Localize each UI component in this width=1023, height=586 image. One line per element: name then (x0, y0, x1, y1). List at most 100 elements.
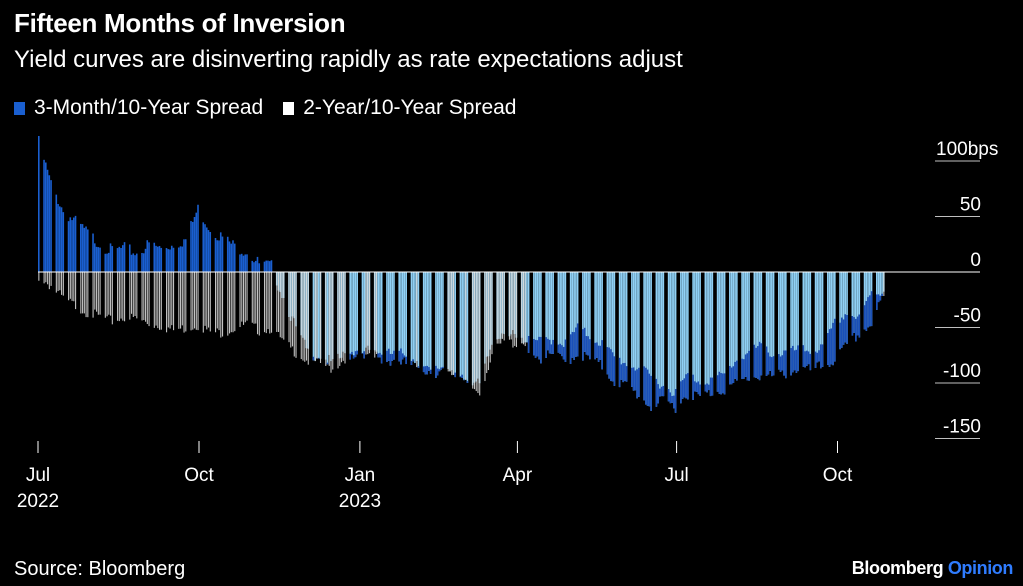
y-tick-label: 0 (970, 250, 981, 271)
bar-3m10y (438, 272, 441, 372)
bar-3m10y-deep (722, 373, 724, 394)
bar-3m10y (681, 272, 684, 399)
bar-3m10y (709, 272, 712, 397)
bar-3m10y-deep (562, 346, 565, 360)
bar-2y10y (99, 272, 101, 315)
bar-2y10y (465, 272, 467, 380)
bar-3m10y (380, 272, 383, 364)
bar-2y10y (80, 272, 82, 314)
bar-3m10y-deep (466, 381, 469, 383)
bar-3m10y-deep (783, 350, 785, 376)
bar-2y10y (340, 272, 343, 363)
bar-3m10y (772, 272, 775, 376)
bar-3m10y (221, 236, 224, 272)
bar-3m10y-deep (417, 366, 420, 368)
bar-3m10y-deep (461, 374, 463, 378)
bar-3m10y (363, 272, 365, 359)
bar-3m10y-deep (622, 363, 624, 383)
bar-3m10y (254, 260, 257, 272)
bar-3m10y (99, 247, 101, 272)
bar-3m10y (673, 272, 675, 409)
bar-3m10y (191, 221, 194, 272)
bar-3m10y-deep (582, 329, 584, 361)
bar-3m10y (526, 272, 528, 343)
bar-2y10y (194, 272, 196, 329)
brand-logo: Bloomberg Opinion (852, 558, 1014, 579)
bar-3m10y-deep (730, 367, 733, 385)
bar-3m10y (43, 159, 45, 272)
bar-3m10y-deep (646, 369, 649, 406)
bar-2y10y (241, 272, 243, 322)
bar-3m10y-deep (599, 345, 602, 360)
bar-3m10y (758, 272, 761, 381)
bar-2y10y (491, 272, 493, 355)
bar-2y10y (512, 272, 514, 348)
bar-3m10y-deep (533, 339, 535, 356)
bar-3m10y-deep (361, 352, 364, 354)
bar-3m10y (193, 217, 196, 272)
bar-3m10y-deep (583, 327, 586, 352)
bar-2y10y (267, 272, 269, 330)
bar-3m10y (55, 194, 58, 272)
bar-2y10y (96, 272, 98, 312)
bar-3m10y-deep (620, 364, 623, 380)
bar-3m10y (624, 272, 626, 382)
bar-3m10y-deep (807, 351, 810, 365)
bar-3m10y (830, 272, 833, 365)
bar-2y10y (290, 272, 292, 348)
bar-2y10y (157, 272, 159, 329)
bar-2y10y (120, 272, 122, 319)
bar-3m10y-deep (389, 353, 392, 366)
bar-3m10y (170, 245, 173, 272)
x-axis-ticks: Jul 2022 Oct Jan 2023 Apr Jul Oct (17, 441, 853, 512)
bar-3m10y-deep (312, 356, 315, 361)
bar-3m10y (832, 272, 834, 366)
bar-3m10y (576, 272, 579, 357)
bar-3m10y-deep (779, 356, 782, 372)
bar-3m10y (718, 272, 721, 394)
bar-3m10y-deep (557, 344, 560, 353)
bar-3m10y (226, 236, 229, 272)
bar-2y10y (342, 272, 344, 361)
bar-3m10y-deep (743, 359, 745, 379)
bar-3m10y (141, 252, 143, 272)
bar-3m10y-deep (720, 372, 722, 395)
bar-3m10y-deep (379, 352, 381, 358)
bar-2y10y (477, 272, 479, 394)
bar-2y10y (522, 272, 525, 345)
bar-3m10y (426, 272, 428, 375)
bar-3m10y-deep (645, 367, 647, 405)
bar-2y10y (48, 272, 50, 290)
bar-3m10y-deep (695, 382, 698, 392)
bar-3m10y-deep (650, 375, 652, 411)
bar-2y10y (503, 272, 505, 341)
bar-3m10y (377, 272, 379, 358)
bar-3m10y (466, 272, 469, 383)
bar-3m10y-deep (660, 386, 663, 397)
bar-3m10y (386, 272, 388, 363)
bar-3m10y-deep (827, 333, 829, 365)
y-gridlines (38, 160, 980, 439)
bar-3m10y (855, 272, 857, 342)
bar-3m10y (552, 272, 554, 354)
bar-3m10y-deep (625, 366, 628, 382)
x-tick-label: Jan (345, 465, 376, 486)
bar-3m10y-deep (876, 294, 878, 310)
bar-3m10y (116, 248, 119, 272)
bar-3m10y (856, 272, 859, 336)
bar-3m10y (748, 272, 750, 381)
bar-3m10y-deep (785, 350, 787, 379)
bar-3m10y (611, 272, 614, 382)
bar-3m10y (736, 272, 738, 381)
bar-3m10y-deep (674, 389, 677, 413)
bar-3m10y (461, 272, 463, 378)
bar-3m10y (219, 232, 222, 272)
bar-3m10y (398, 272, 400, 362)
bar-3m10y (195, 212, 198, 272)
bar-3m10y-deep (855, 318, 857, 342)
bar-3m10y-deep (587, 336, 589, 356)
bar-3m10y-deep (781, 355, 784, 371)
bar-3m10y-deep (618, 357, 621, 388)
bar-2y10y (325, 272, 327, 366)
bar-3m10y (792, 272, 794, 373)
